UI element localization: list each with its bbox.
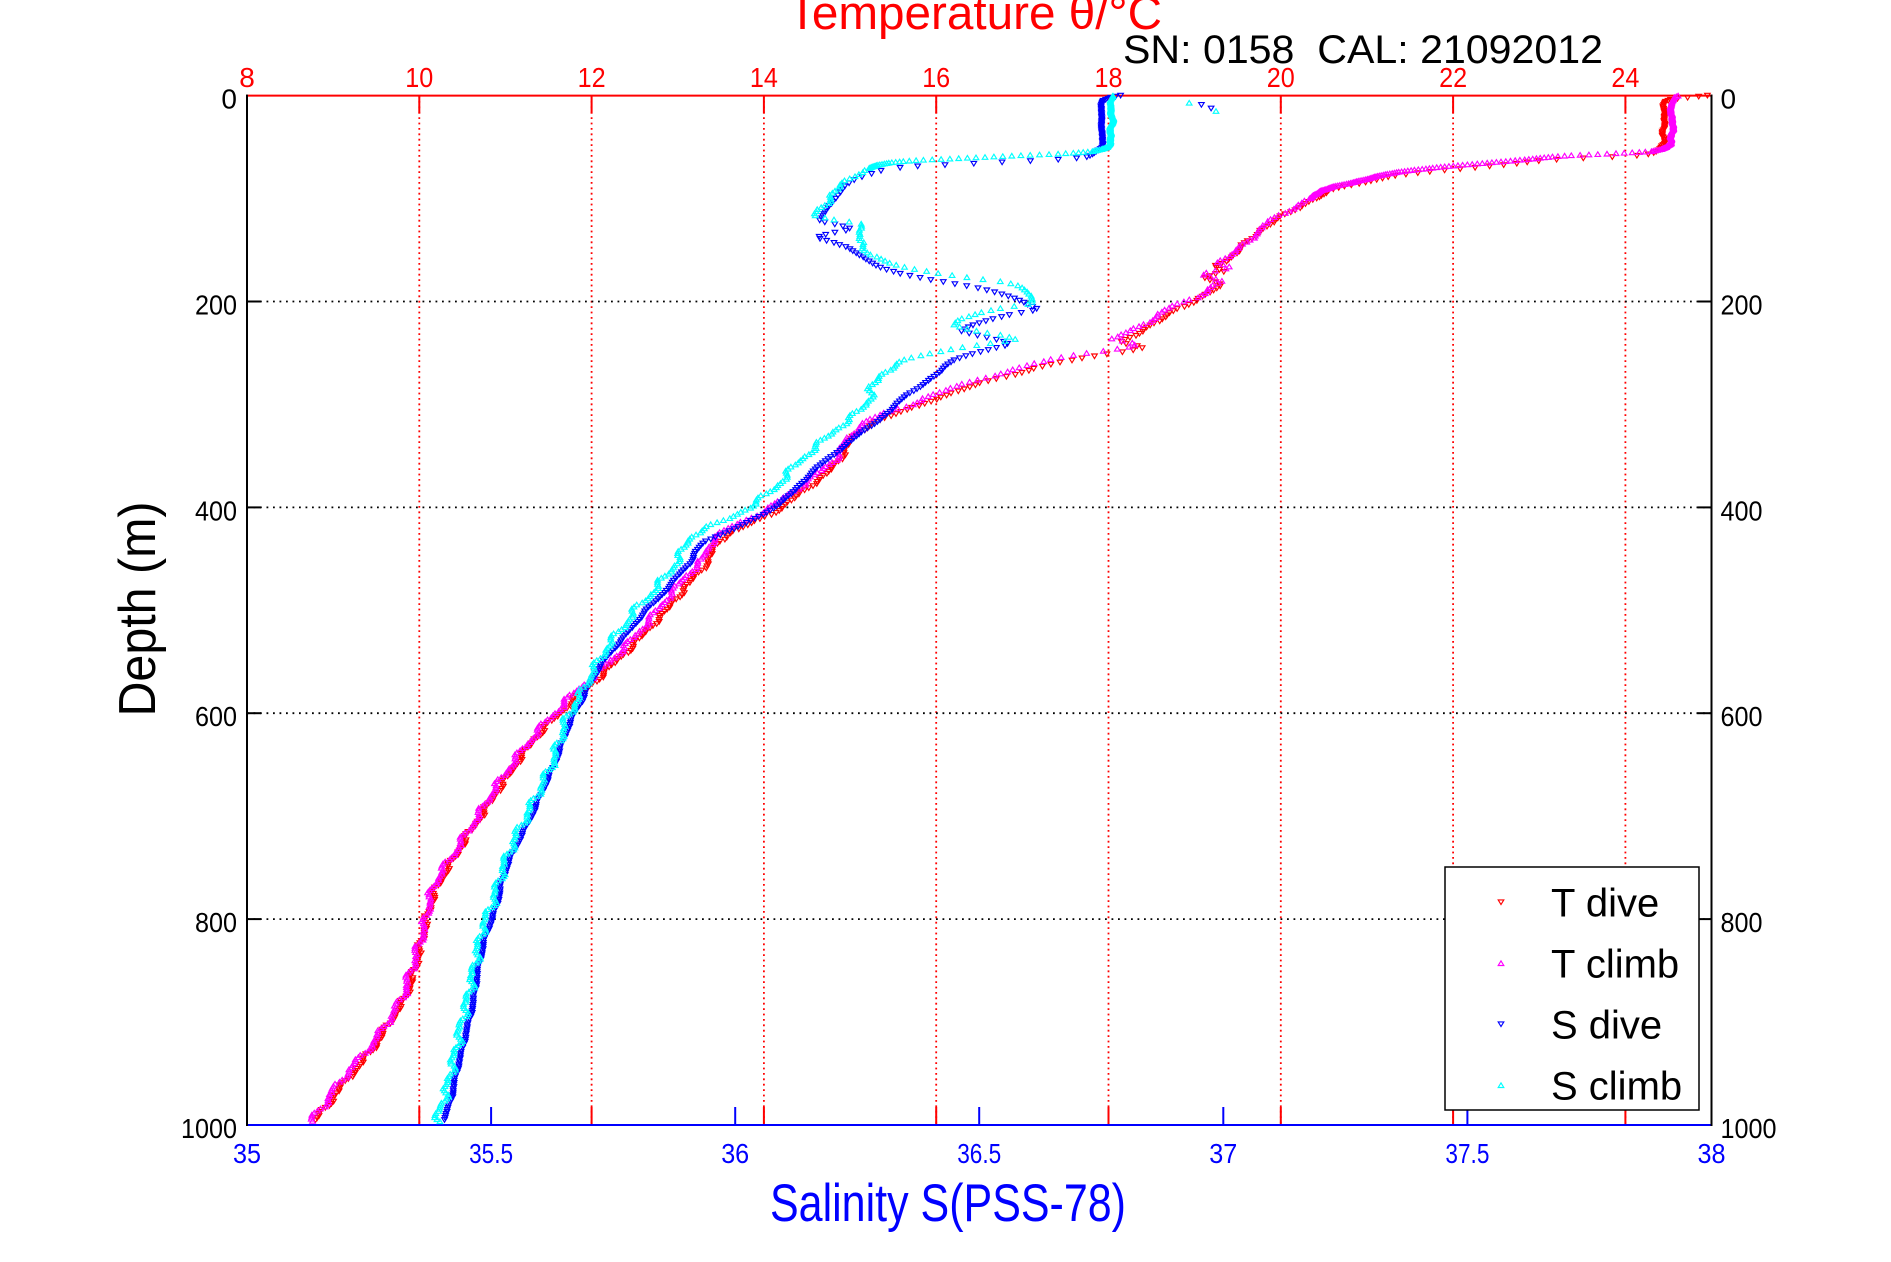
svg-text:36.5: 36.5 — [957, 1138, 1001, 1169]
svg-text:0: 0 — [221, 84, 237, 115]
svg-text:600: 600 — [195, 701, 237, 732]
svg-text:600: 600 — [1721, 701, 1763, 732]
svg-text:16: 16 — [922, 62, 950, 93]
svg-text:S dive: S dive — [1551, 1004, 1662, 1048]
svg-text:37: 37 — [1209, 1138, 1237, 1169]
svg-text:200: 200 — [1721, 290, 1763, 321]
svg-text:200: 200 — [195, 290, 237, 321]
svg-text:800: 800 — [195, 907, 237, 938]
svg-text:T climb: T climb — [1551, 943, 1679, 987]
svg-text:35: 35 — [233, 1138, 261, 1169]
svg-text:1000: 1000 — [181, 1113, 237, 1144]
svg-text:SN: 0158 CAL: 21092012: SN: 0158 CAL: 21092012 — [1123, 28, 1603, 72]
svg-text:400: 400 — [195, 495, 237, 526]
svg-text:Depth (m): Depth (m) — [109, 502, 167, 717]
svg-text:12: 12 — [578, 62, 606, 93]
svg-text:35.5: 35.5 — [469, 1138, 513, 1169]
svg-text:22: 22 — [1439, 62, 1467, 93]
svg-text:1000: 1000 — [1721, 1113, 1777, 1144]
svg-text:24: 24 — [1611, 62, 1639, 93]
svg-text:8: 8 — [239, 62, 255, 93]
svg-text:400: 400 — [1721, 495, 1763, 526]
svg-text:S climb: S climb — [1551, 1065, 1682, 1109]
svg-text:14: 14 — [750, 62, 778, 93]
svg-text:36: 36 — [721, 1138, 749, 1169]
svg-text:0: 0 — [1721, 84, 1737, 115]
svg-text:Salinity S(PSS-78): Salinity S(PSS-78) — [770, 1174, 1126, 1233]
svg-text:10: 10 — [405, 62, 433, 93]
svg-text:38: 38 — [1698, 1138, 1726, 1169]
svg-text:20: 20 — [1267, 62, 1295, 93]
svg-text:Temperature θ/°C: Temperature θ/°C — [788, 0, 1162, 39]
svg-text:18: 18 — [1095, 62, 1123, 93]
svg-text:T dive: T dive — [1551, 882, 1659, 926]
svg-text:800: 800 — [1721, 907, 1763, 938]
svg-text:37.5: 37.5 — [1445, 1138, 1489, 1169]
